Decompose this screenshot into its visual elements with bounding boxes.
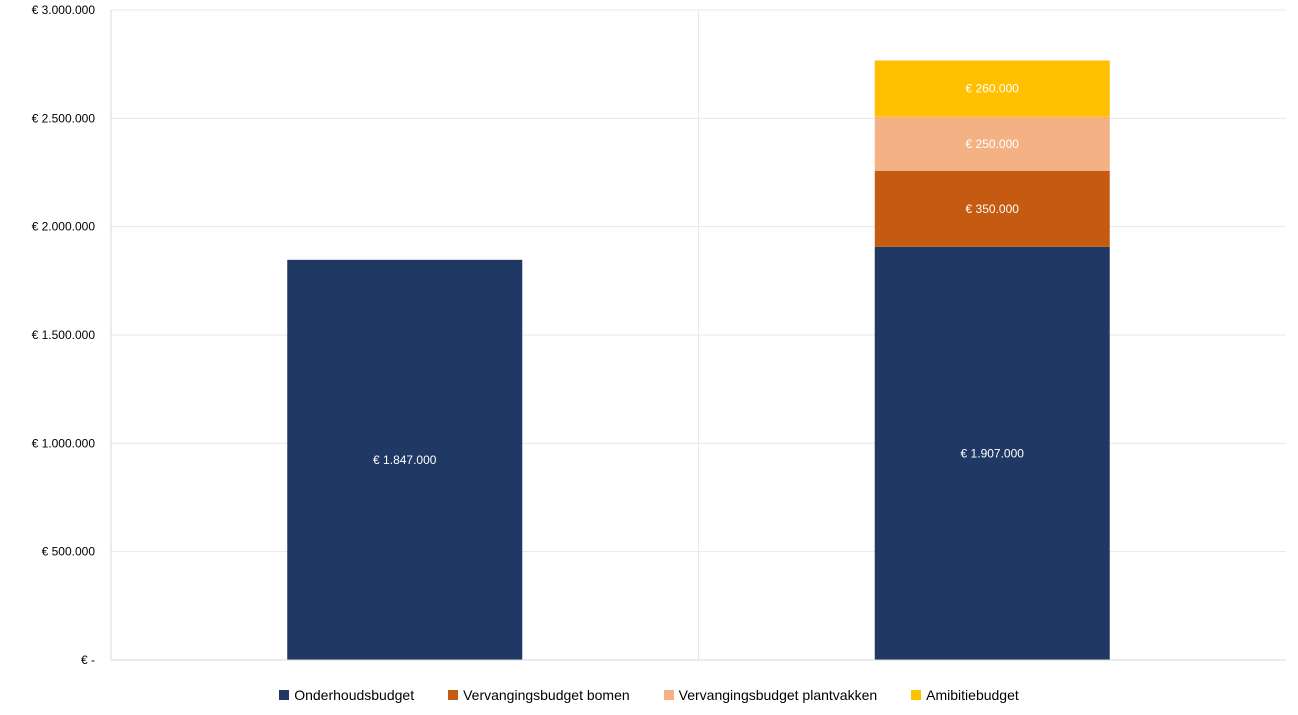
bar-segment [287, 259, 523, 660]
legend-item: Amibitiebudget [911, 687, 1019, 703]
legend-swatch [911, 690, 922, 700]
legend: Onderhoudsbudget Vervangingsbudget bomen V… [0, 684, 1298, 706]
stacked-bar-chart: € - € 500.000 € 1.000.000 € 1.500.000 € 2.00… [32, 3, 1286, 667]
legend-label: Amibitiebudget [926, 687, 1019, 703]
y-tick-label: € 1.000.000 [32, 436, 96, 450]
legend-item: Vervangingsbudget plantvakken [663, 687, 878, 703]
axes [110, 10, 1286, 661]
bar-segment [874, 246, 1110, 661]
bar-segment [874, 60, 1110, 117]
legend-swatch [663, 690, 674, 700]
legend-swatch [448, 690, 459, 700]
y-tick-label: € 2.500.000 [32, 111, 96, 125]
y-tick-label: € 500.000 [42, 545, 96, 559]
y-tick-label: € 1.500.000 [32, 328, 96, 342]
legend-label: Vervangingsbudget plantvakken [678, 687, 878, 703]
legend-swatch [279, 690, 290, 700]
y-tick-label: € - [81, 653, 95, 667]
bar-segment [874, 116, 1110, 171]
y-tick-label: € 2.000.000 [32, 220, 96, 234]
legend-item: Vervangingsbudget bomen [448, 687, 630, 703]
legend-item: Onderhoudsbudget [279, 687, 414, 703]
data-label: € 250.000 [966, 137, 1020, 151]
data-labels: € 1.847.000 € 1.907.000 € 350.000 € 250.000… [373, 82, 1024, 467]
data-label: € 260.000 [966, 82, 1020, 96]
legend-label: Vervangingsbudget bomen [463, 687, 630, 703]
y-tick-label: € 3.000.000 [32, 3, 96, 17]
y-axis-tick-labels: € - € 500.000 € 1.000.000 € 1.500.000 € 2.00… [32, 3, 96, 667]
bar-segment [874, 170, 1110, 247]
data-label: € 1.847.000 [373, 453, 437, 467]
data-label: € 350.000 [966, 202, 1020, 216]
data-label: € 1.907.000 [961, 446, 1025, 460]
legend-label: Onderhoudsbudget [294, 687, 415, 703]
bars [287, 60, 1110, 661]
